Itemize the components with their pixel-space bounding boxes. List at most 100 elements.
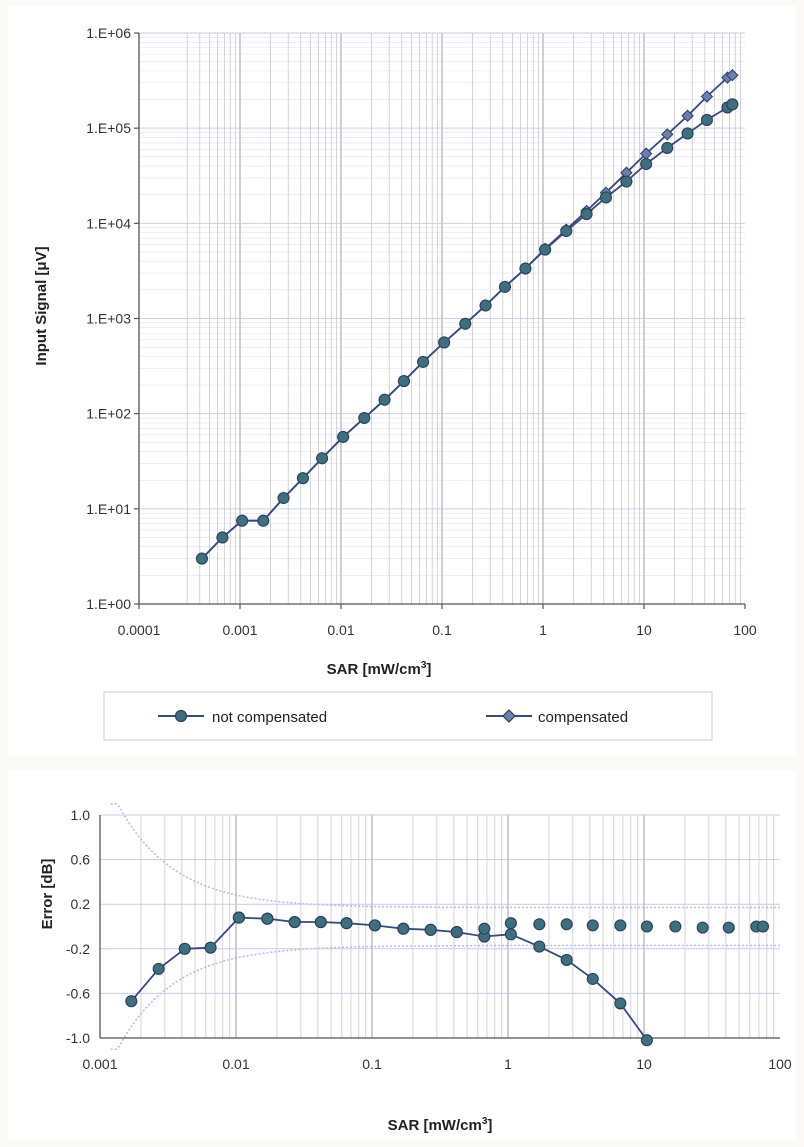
error-point-0 (586, 972, 599, 985)
point-not-compensated (358, 411, 371, 425)
point-compensated (700, 90, 714, 103)
legend-box (103, 691, 713, 741)
point-not-compensated (438, 336, 451, 349)
input-signal-chart: 1.E+00 1.E+01 1.E+02 1.E+03 1.E+04 1.E+05 1.E+… (33, 25, 757, 741)
point-not-compensated (726, 98, 739, 111)
point-not-compensated (498, 280, 511, 293)
error-point-0 (125, 995, 138, 1008)
error-point-1 (722, 921, 735, 934)
error-point-0 (614, 997, 627, 1010)
bottom-y-tick-label: 0.6 (71, 852, 91, 868)
point-not-compensated (378, 393, 391, 406)
error-point-0 (204, 941, 217, 954)
bottom-y-tick-label: 1.0 (71, 807, 91, 823)
point-not-compensated (459, 317, 472, 330)
point-not-compensated (560, 224, 573, 238)
error-point-0 (504, 928, 517, 941)
top-series (195, 69, 739, 565)
bottom-x-tick-label: 10 (636, 1056, 652, 1072)
point-compensated (661, 128, 674, 141)
error-point-1 (232, 911, 245, 924)
error-point-1 (314, 915, 327, 929)
bottom-x-tick-label: 100 (768, 1056, 792, 1072)
bottom-y-tick-label: -1.0 (66, 1030, 90, 1046)
point-not-compensated (337, 430, 350, 443)
bottom-y-tick-label: -0.6 (66, 985, 90, 1001)
top-x-tick-label: 10 (636, 622, 652, 638)
error-point-1 (614, 919, 627, 932)
top-x-tick-label: 0.0001 (118, 622, 161, 638)
top-x-tick-label: 0.01 (327, 622, 354, 638)
point-not-compensated (620, 175, 633, 188)
point-not-compensated (236, 514, 249, 527)
bottom-y-axis-title: Error [dB] (39, 859, 56, 930)
top-x-tick-label: 1 (539, 622, 547, 638)
error-point-1 (640, 920, 653, 933)
legend: not compensated compensated (103, 691, 713, 741)
top-y-tick-label: 1.E+02 (86, 406, 131, 422)
top-x-tick-label: 0.001 (222, 622, 257, 638)
point-not-compensated (599, 191, 612, 204)
legend-label-not-compensated: not compensated (212, 709, 327, 726)
point-not-compensated (397, 375, 410, 388)
error-point-0 (640, 1034, 653, 1047)
error-point-1 (450, 926, 463, 939)
error-point-1 (533, 918, 546, 931)
error-point-0 (178, 942, 191, 955)
error-point-0 (560, 953, 573, 966)
point-not-compensated (700, 113, 713, 126)
error-point-1 (424, 923, 437, 936)
point-not-compensated (580, 208, 593, 221)
error-point-1 (340, 917, 353, 930)
top-grid (139, 32, 745, 604)
bottom-series (125, 911, 770, 1047)
upper-uncertainty-curve (110, 802, 780, 909)
bottom-x-tick-labels: 0.001 0.01 0.1 1 10 100 (82, 1056, 791, 1072)
error-chart-panel: 1.0 0.6 0.2 -0.2 -0.6 -1.0 0.001 0.01 0.1 1 10 100… (8, 770, 796, 1140)
legend-label-compensated: compensated (538, 709, 628, 726)
error-point-1 (397, 922, 410, 935)
point-not-compensated (195, 552, 208, 565)
point-compensated (681, 109, 694, 122)
bottom-x-tick-label: 0.1 (362, 1056, 382, 1072)
point-not-compensated (296, 472, 309, 485)
error-chart: 1.0 0.6 0.2 -0.2 -0.6 -1.0 0.001 0.01 0.1 1 10 100… (39, 802, 792, 1134)
legend-marker-not-compensated (174, 709, 188, 723)
point-not-compensated (257, 514, 270, 527)
top-y-tick-label: 1.E+01 (86, 501, 131, 517)
top-x-tick-label: 0.1 (432, 622, 452, 638)
top-x-tick-labels: 0.0001 0.001 0.01 0.1 1 10 100 (118, 622, 757, 638)
lower-uncertainty-curve (110, 944, 780, 1051)
series-line-compensated (201, 74, 733, 560)
error-point-1 (586, 919, 599, 932)
bottom-x-tick-label: 0.001 (82, 1056, 117, 1072)
error-point-1 (504, 917, 517, 930)
error-point-1 (478, 922, 491, 935)
point-not-compensated (216, 531, 229, 544)
point-not-compensated (316, 452, 329, 465)
top-y-tick-label: 1.E+05 (86, 120, 131, 136)
bottom-axes (99, 815, 780, 1039)
bottom-x-tick-label: 1 (504, 1056, 512, 1072)
point-not-compensated (640, 157, 653, 171)
error-point-1 (368, 919, 381, 932)
error-point-1 (288, 915, 301, 929)
legend-entry-not-compensated: not compensated (158, 709, 327, 726)
top-y-tick-label: 1.E+03 (86, 311, 131, 327)
top-y-tick-label: 1.E+06 (86, 25, 131, 41)
error-point-1 (669, 920, 682, 933)
top-y-tick-labels: 1.E+00 1.E+01 1.E+02 1.E+03 1.E+04 1.E+05 1.E+… (86, 25, 131, 612)
bottom-x-axis-title: SAR [mW/cm3] (388, 1116, 493, 1134)
error-line-0 (130, 916, 648, 1041)
point-not-compensated (539, 243, 552, 256)
legend-entry-compensated: compensated (486, 709, 628, 726)
input-signal-chart-panel: 1.E+00 1.E+01 1.E+02 1.E+03 1.E+04 1.E+05 1.E+… (8, 6, 796, 756)
error-point-1 (560, 918, 573, 931)
bottom-y-tick-label: 0.2 (71, 896, 91, 912)
error-point-1 (261, 912, 274, 925)
point-not-compensated (681, 127, 694, 140)
top-axes (134, 32, 746, 609)
point-not-compensated (479, 299, 492, 312)
point-not-compensated (661, 141, 674, 154)
point-not-compensated (277, 491, 290, 505)
